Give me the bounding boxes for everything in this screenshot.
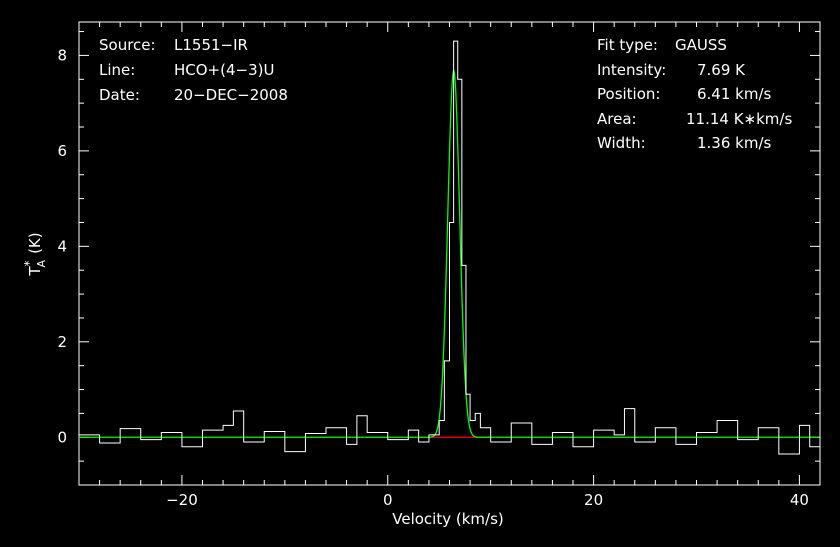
x-tick-label: 20 [584,491,603,509]
fit-type-label: Fit type: [597,36,658,54]
y-tick-labels: 0 2 4 6 8 [57,46,67,446]
position-label: Position: [597,85,660,103]
x-axis-label: Velocity (km/s) [392,510,503,528]
y-axis-label-sub: A [35,259,48,267]
y-tick-label: 4 [57,237,67,255]
intensity-value: 7.69 K [697,61,746,79]
y-tick-label: 0 [57,428,67,446]
source-label: Source: [99,36,156,54]
x-tick-label: 0 [383,491,393,509]
area-value: 11.14 K∗km/s [686,110,792,128]
line-label: Line: [99,61,135,79]
y-tick-label: 2 [57,333,67,351]
intensity-label: Intensity: [597,61,666,79]
y-axis-label-unit: (K) [26,232,44,254]
spectrum-series-line [79,40,821,455]
x-tick-labels: −20 0 20 40 [166,491,809,509]
line-value: HCO+(4−3)U [174,61,274,79]
y-axis-label-sup: * [22,260,36,266]
y-axis-label-base: T [26,266,44,277]
width-value: 1.36 km/s [697,134,772,152]
y-tick-label: 8 [57,46,67,64]
fit-type-value: GAUSS [675,36,727,54]
y-axis-label: T*A (K) [22,232,48,276]
date-value: 20−DEC−2008 [174,86,288,104]
position-value: 6.41 km/s [697,85,772,103]
y-tick-label: 6 [57,142,67,160]
x-tick-label: 40 [790,491,809,509]
x-tick-label: −20 [166,491,198,509]
axis-ticks [78,22,821,485]
date-label: Date: [99,86,140,104]
source-value: L1551−IR [174,36,248,54]
area-label: Area: [597,110,637,128]
width-label: Width: [597,134,646,152]
svg-text:T*A(K): T*A (K) [22,232,48,276]
